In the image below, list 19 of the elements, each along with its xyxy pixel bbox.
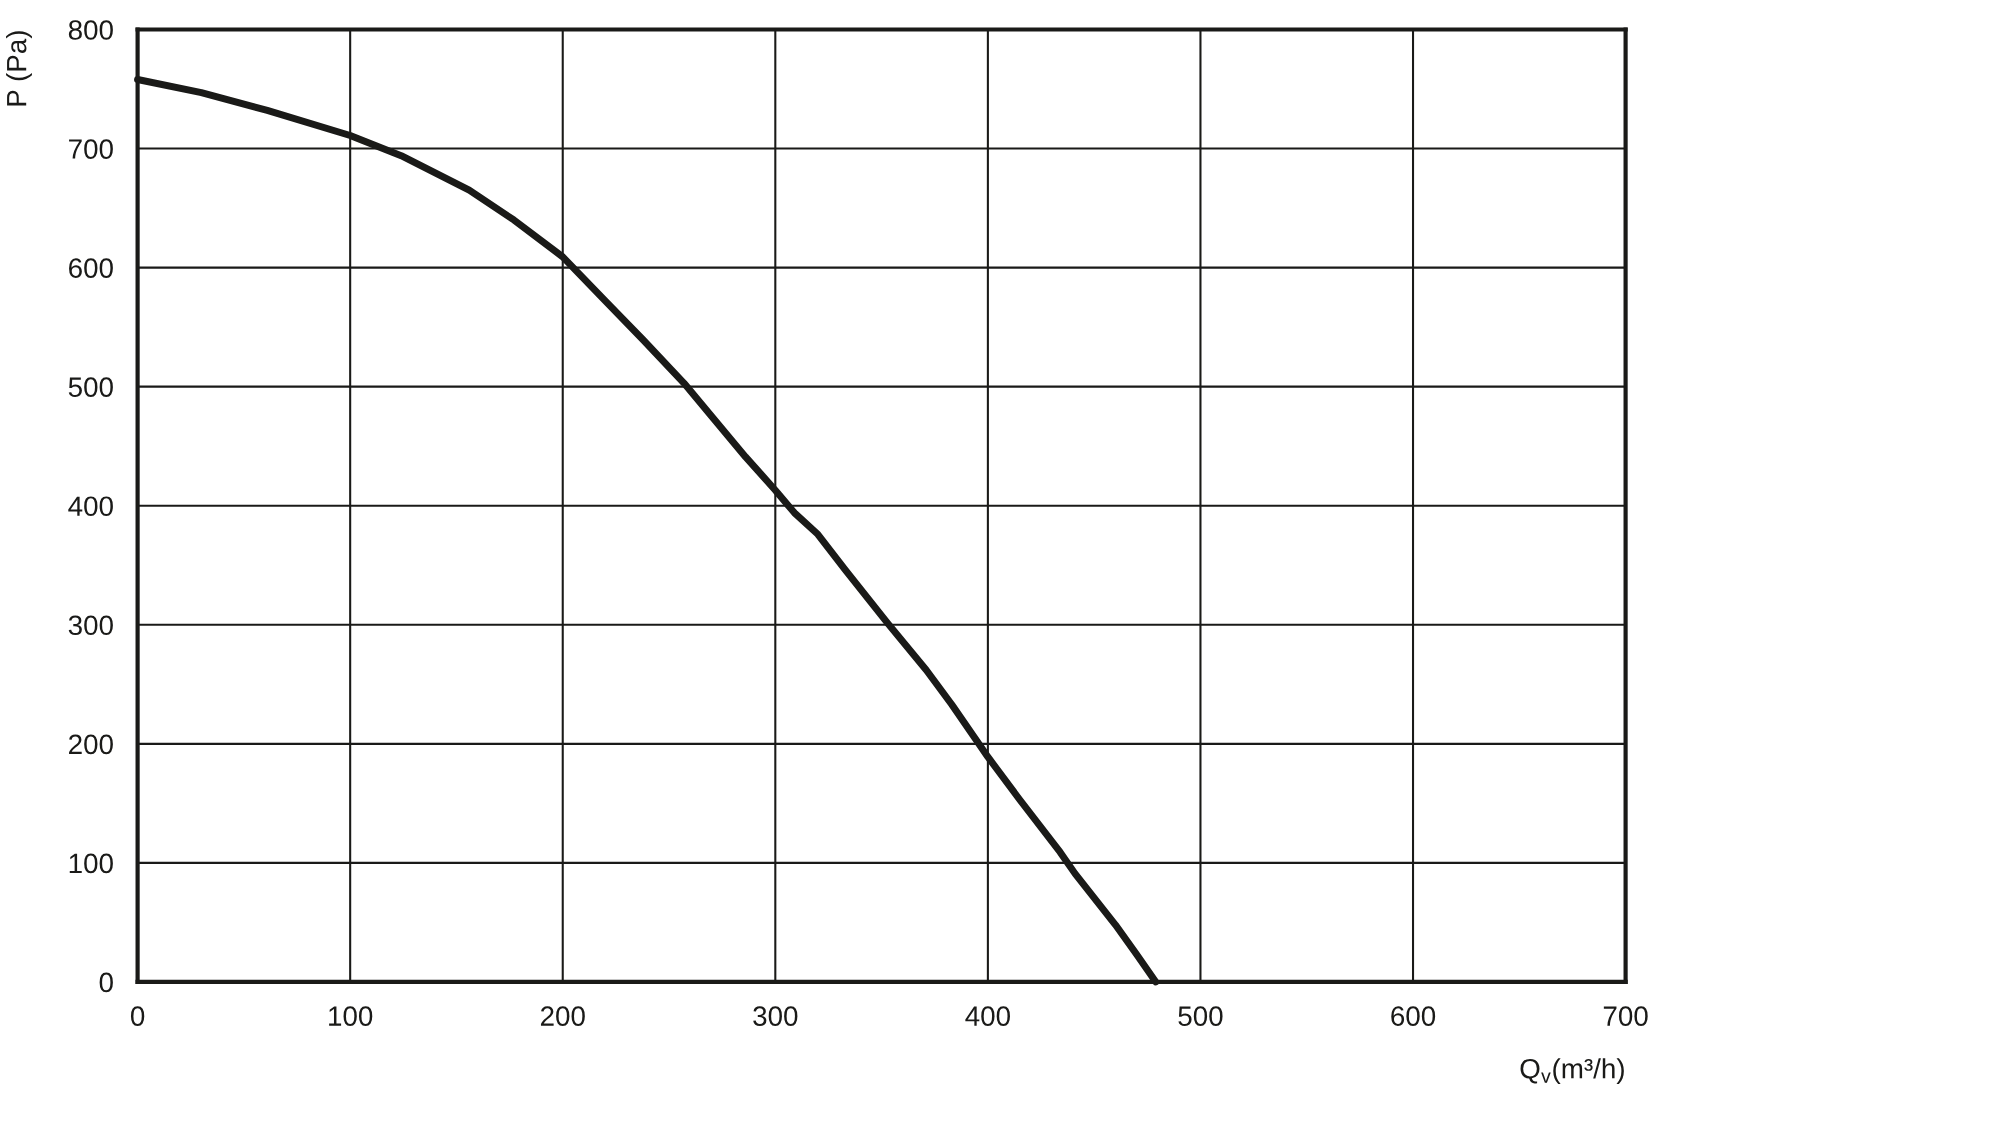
x-tick-label: 700 — [1603, 1006, 1648, 1026]
y-tick-label: 100 — [69, 853, 113, 874]
x-tick-label: 0 — [130, 1006, 145, 1026]
x-tick-label: 200 — [540, 1006, 585, 1026]
x-tick-label: 100 — [329, 1006, 373, 1026]
x-tick-label: 400 — [965, 1006, 1010, 1026]
y-tick-label: 400 — [68, 496, 113, 517]
x-tick-label: 600 — [1391, 1006, 1436, 1026]
y-tick-label: 500 — [68, 377, 113, 397]
y-tick-label: 0 — [99, 972, 113, 993]
y-tick-label: 200 — [69, 734, 113, 755]
y-tick-label: 700 — [69, 139, 113, 159]
y-tick-label: 300 — [68, 615, 113, 636]
x-tick-label: 500 — [1178, 1006, 1223, 1026]
x-axis-title: Q$_{v}$(m³/h) — [1520, 1058, 1624, 1085]
y-tick-label: 800 — [68, 20, 113, 40]
y-axis-title: P (Pa) — [6, 31, 32, 106]
x-tick-label: 300 — [753, 1006, 798, 1026]
y-tick-label: 600 — [69, 258, 113, 278]
